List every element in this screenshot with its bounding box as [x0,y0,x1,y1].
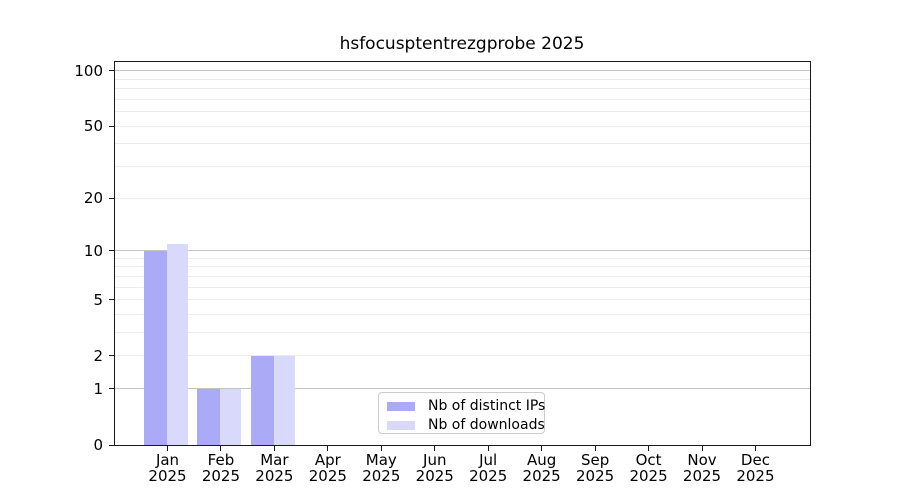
gridline-minor [115,166,810,168]
x-tick [167,446,168,451]
x-tick-label: Feb 2025 [201,451,241,485]
legend-label: Nb of downloads [428,417,545,433]
x-tick-label: Dec 2025 [736,451,775,485]
x-tick-label: Jun 2025 [415,451,454,485]
bar-downloads [220,388,242,445]
x-tick-label: Oct 2025 [629,451,668,485]
y-tick-label: 10 [83,241,103,260]
x-tick-label: Apr 2025 [308,451,347,485]
x-tick [327,446,329,451]
bar-distinct-ips [197,388,221,445]
gridline-minor [115,286,810,288]
x-tick [487,446,489,451]
x-tick-label: Aug 2025 [522,451,561,485]
y-tick [109,388,114,390]
gridline-minor [115,111,810,113]
x-tick [273,446,275,451]
x-tick [648,446,650,451]
x-tick-label: Mar 2025 [255,451,294,485]
x-tick-label: Nov 2025 [682,451,722,485]
chart-title: hsfocusptentrezgprobe 2025 [339,34,585,54]
y-tick [109,125,114,127]
legend-entry-downloads: Nb of downloads [387,416,545,434]
x-tick [701,446,703,451]
legend-swatch-icon [387,401,415,411]
gridline-minor [115,143,810,145]
bar-distinct-ips [144,250,167,445]
x-tick-label: Jul 2025 [469,451,508,485]
gridline-minor [115,314,810,315]
gridline-minor [115,125,810,127]
y-tick-label: 2 [93,346,103,365]
gridline-minor [115,88,810,90]
gridline-minor [115,98,810,100]
x-tick-label: Jan 2025 [148,451,187,485]
y-tick-label: 5 [93,290,103,309]
y-tick-label: 1 [93,379,103,398]
y-tick [109,444,114,446]
gridline-minor [115,275,810,277]
gridline-major [115,250,810,252]
bar-distinct-ips [250,355,274,445]
x-tick [594,446,596,451]
gridline-major [115,388,810,390]
y-tick-label: 20 [83,189,103,208]
legend-label: Nb of distinct IPs [428,398,546,414]
y-tick [109,250,114,252]
gridline-minor [115,78,810,80]
legend-entry-distinct-ips: Nb of distinct IPs [387,397,546,415]
gridline-minor [115,355,810,357]
gridline-minor [115,257,810,259]
x-tick [380,446,382,451]
y-tick [109,299,114,301]
bar-downloads [167,243,188,445]
gridline-major [115,70,810,72]
x-tick [434,446,436,451]
y-tick [109,70,114,72]
y-tick [109,355,114,357]
y-tick-label: 100 [74,61,103,80]
legend: Nb of distinct IPs Nb of downloads [378,392,545,434]
y-tick-label: 0 [93,436,103,454]
gridline-minor [115,299,810,301]
gridline-minor [115,197,810,199]
gridline-minor [115,266,810,268]
x-tick [754,446,756,451]
x-tick [541,446,543,451]
y-tick [109,197,114,199]
y-tick-label: 50 [83,117,103,136]
x-tick [220,446,222,451]
x-tick-label: May 2025 [362,451,401,485]
bar-downloads [273,355,295,445]
legend-swatch-icon [387,420,415,430]
gridline-minor [115,332,810,334]
x-tick-label: Sep 2025 [576,451,615,485]
